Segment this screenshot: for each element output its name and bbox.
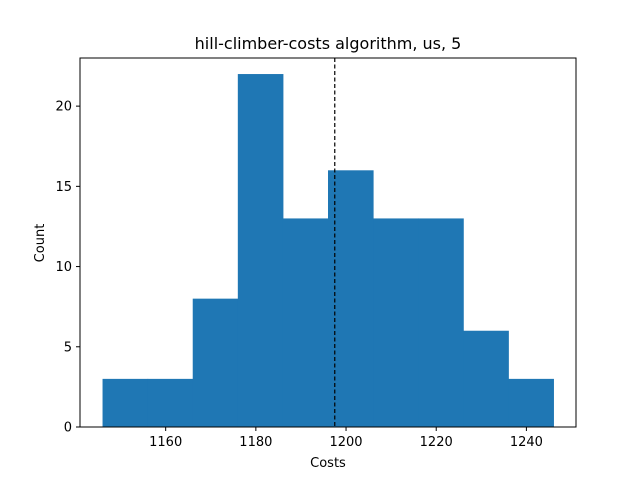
y-tick-label: 0 — [64, 421, 72, 436]
y-ticks-layer: 0 5 10 15 20 — [55, 100, 80, 436]
x-tick-label: 1200 — [329, 435, 362, 450]
x-tick-label: 1220 — [420, 435, 453, 450]
y-tick-label: 5 — [64, 340, 72, 355]
histogram-bar — [282, 218, 329, 427]
y-tick-label: 15 — [55, 180, 72, 195]
histogram-bar — [192, 298, 239, 427]
y-tick-label: 10 — [55, 260, 72, 275]
histogram-bar — [418, 218, 464, 427]
chart-title: hill-climber-costs algorithm, us, 5 — [195, 34, 462, 53]
x-tick-label: 1240 — [510, 435, 543, 450]
x-tick-label: 1160 — [149, 435, 182, 450]
histogram-bar — [237, 74, 284, 427]
y-tick-label: 20 — [55, 100, 72, 115]
x-ticks-layer: 1160 1180 1200 1220 1240 — [149, 427, 543, 450]
histogram-bar — [508, 378, 554, 427]
histogram-bar — [102, 378, 149, 427]
histogram-bar — [373, 218, 419, 427]
x-axis-label: Costs — [310, 456, 346, 471]
histogram-bar — [328, 170, 374, 427]
bars-layer — [102, 74, 554, 427]
plot-frame — [79, 57, 577, 428]
x-tick-label: 1180 — [239, 435, 272, 450]
histogram-bar — [463, 330, 509, 427]
axes-layer — [79, 57, 577, 428]
y-axis-label: Count — [33, 224, 48, 263]
histogram-bar — [147, 378, 194, 427]
